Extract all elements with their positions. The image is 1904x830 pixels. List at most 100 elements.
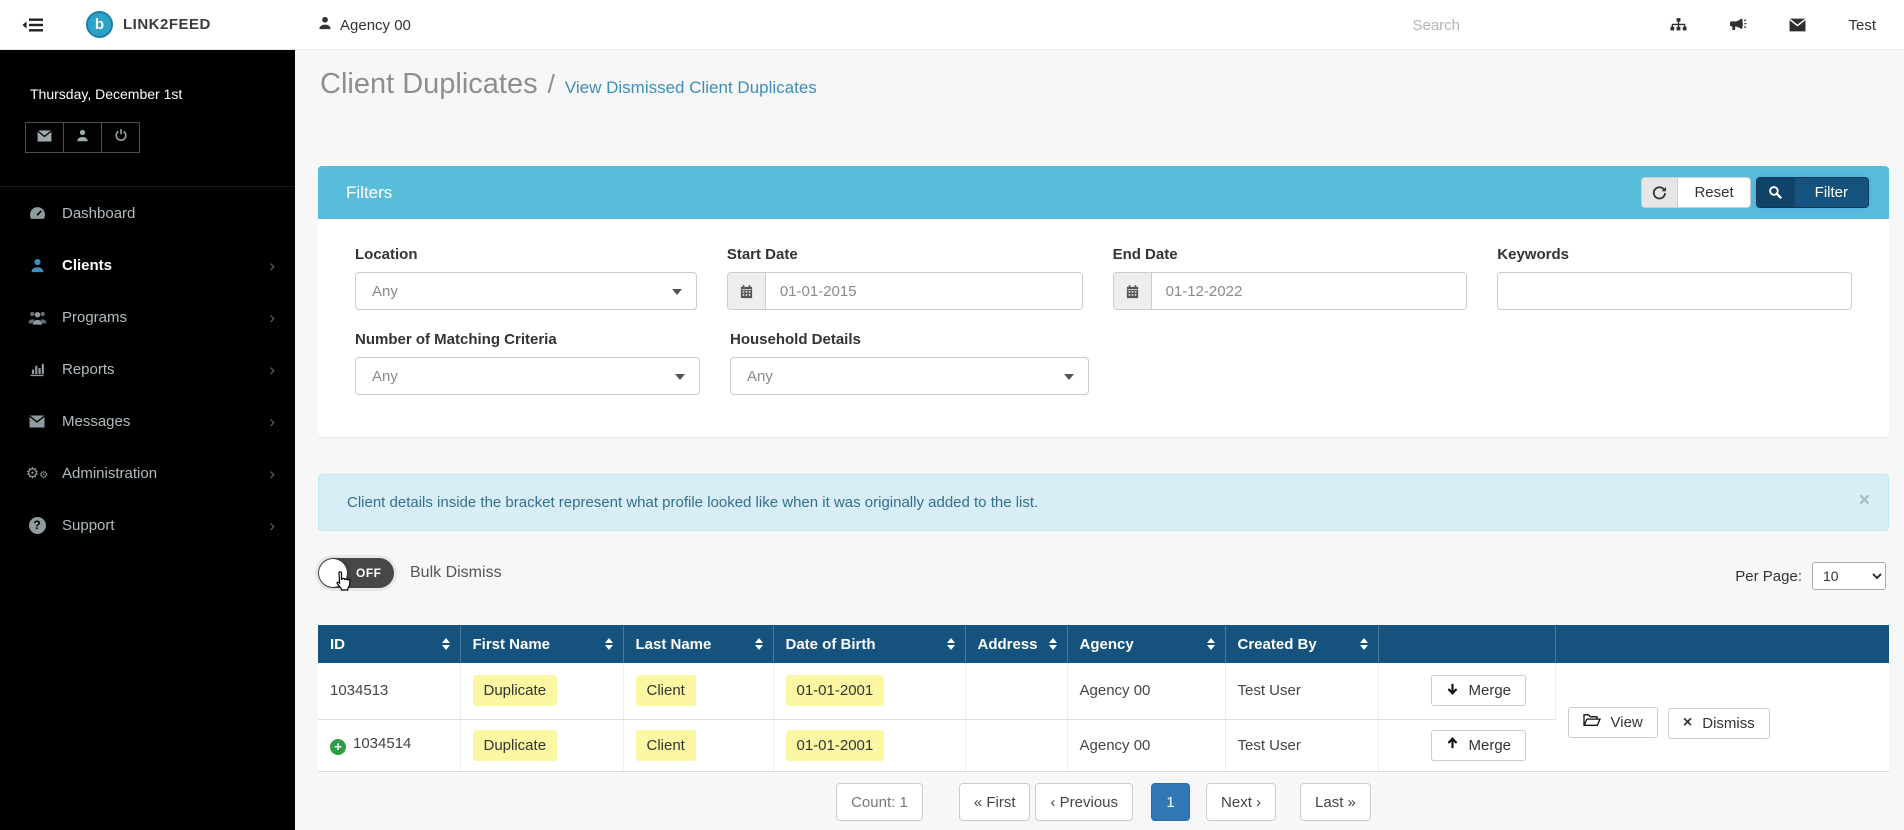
chevron-right-icon: › bbox=[269, 359, 275, 379]
chevron-right-icon: › bbox=[269, 255, 275, 275]
per-page-select[interactable]: 10 bbox=[1812, 562, 1886, 590]
alert-text: Client details inside the bracket repres… bbox=[347, 494, 1039, 511]
expand-plus-icon[interactable]: + bbox=[330, 738, 346, 755]
sort-icon bbox=[1359, 638, 1368, 650]
sidebar-item-administration[interactable]: ⚙⚙ Administration › bbox=[0, 447, 295, 499]
first-page-button[interactable]: « First bbox=[958, 783, 1031, 821]
x-icon: × bbox=[1682, 714, 1693, 732]
location-select[interactable]: Any bbox=[355, 272, 697, 310]
main-content: Client Duplicates / View Dismissed Clien… bbox=[295, 50, 1904, 830]
logout-quick-button[interactable] bbox=[101, 122, 140, 153]
sidebar-item-label: Support bbox=[62, 516, 115, 534]
start-date-label: Start Date bbox=[726, 246, 798, 263]
search-icon bbox=[1756, 178, 1795, 207]
filter-label: Filter bbox=[1794, 178, 1868, 207]
users-icon bbox=[25, 310, 49, 325]
user-menu[interactable]: Test bbox=[1848, 16, 1876, 34]
duplicates-table: ID First Name Last Name Date of Birth Ad… bbox=[318, 625, 1889, 772]
cell-id: 1034513 bbox=[318, 663, 461, 720]
folder-open-icon bbox=[1582, 713, 1601, 731]
search-input[interactable] bbox=[1412, 16, 1533, 34]
bulk-dismiss-toggle-row: OFF Bulk Dismiss bbox=[318, 558, 502, 591]
sidebar-item-messages[interactable]: Messages › bbox=[0, 395, 295, 447]
cell-agency: Agency 00 bbox=[1067, 663, 1226, 720]
matching-criteria-select[interactable]: Any bbox=[355, 357, 700, 395]
filters-panel: Filters Reset Filter Location bbox=[318, 166, 1889, 437]
matching-criteria-value: Any bbox=[372, 367, 398, 385]
sort-icon bbox=[946, 638, 955, 650]
user-icon bbox=[76, 129, 89, 147]
messages-quick-button[interactable] bbox=[25, 122, 64, 153]
merge-up-button[interactable]: Merge bbox=[1430, 729, 1527, 761]
sidebar-item-label: Dashboard bbox=[62, 204, 136, 222]
sidebar-item-clients[interactable]: Clients › bbox=[0, 239, 295, 291]
dob-highlight: 01-01-2001 bbox=[785, 729, 885, 761]
sidebar-toggle-icon[interactable] bbox=[22, 17, 45, 38]
sidebar-item-label: Administration bbox=[62, 464, 158, 482]
column-header-last-name[interactable]: Last Name bbox=[623, 625, 774, 663]
envelope-icon[interactable] bbox=[1789, 18, 1807, 32]
household-details-label: Household Details bbox=[730, 331, 861, 348]
toggle-state-label: OFF bbox=[356, 566, 382, 580]
sidebar-item-programs[interactable]: Programs › bbox=[0, 291, 295, 343]
reset-button[interactable]: Reset bbox=[1641, 177, 1751, 208]
sidebar-item-reports[interactable]: Reports › bbox=[0, 343, 295, 395]
column-header-created-by[interactable]: Created By bbox=[1225, 625, 1379, 663]
household-details-select[interactable]: Any bbox=[730, 357, 1089, 395]
column-header-date-of-birth[interactable]: Date of Birth bbox=[773, 625, 966, 663]
page-title: Client Duplicates bbox=[320, 68, 538, 100]
table-row: 1034513 Duplicate Client 01-01-2001 Agen… bbox=[318, 663, 1889, 772]
per-page-label: Per Page: bbox=[1735, 567, 1802, 585]
navbar-right: Test bbox=[1412, 0, 1876, 50]
agency-selector[interactable]: Agency 00 bbox=[318, 0, 411, 50]
last-name-highlight: Client bbox=[635, 675, 696, 707]
cell-id: 1034514 bbox=[353, 735, 412, 753]
column-header-agency[interactable]: Agency bbox=[1067, 625, 1226, 663]
first-name-highlight: Duplicate bbox=[472, 675, 558, 707]
matching-criteria-label: Number of Matching Criteria bbox=[355, 331, 557, 348]
sort-icon bbox=[754, 638, 763, 650]
sort-icon bbox=[1048, 638, 1057, 650]
last-page-button[interactable]: Last » bbox=[1300, 783, 1371, 821]
column-header-first-name[interactable]: First Name bbox=[460, 625, 624, 663]
logo-icon: b bbox=[86, 11, 113, 38]
start-date-input[interactable] bbox=[765, 273, 1082, 309]
current-page-button[interactable]: 1 bbox=[1151, 783, 1191, 821]
megaphone-icon[interactable] bbox=[1729, 17, 1747, 33]
close-icon[interactable]: × bbox=[1858, 490, 1870, 511]
user-icon bbox=[25, 258, 49, 273]
sidebar-item-label: Clients bbox=[62, 256, 113, 274]
last-name-highlight: Client bbox=[635, 729, 696, 761]
sidebar-item-label: Reports bbox=[62, 360, 115, 378]
previous-page-button[interactable]: ‹ Previous bbox=[1035, 783, 1134, 821]
keywords-input[interactable] bbox=[1497, 272, 1852, 310]
view-button[interactable]: View bbox=[1567, 706, 1658, 738]
sitemap-icon[interactable] bbox=[1670, 17, 1688, 34]
merge-down-button[interactable]: Merge bbox=[1430, 675, 1527, 707]
first-name-highlight: Duplicate bbox=[472, 729, 558, 761]
sidebar-item-dashboard[interactable]: Dashboard bbox=[0, 187, 295, 239]
column-header-id[interactable]: ID bbox=[318, 625, 461, 663]
column-header-merge bbox=[1378, 625, 1556, 663]
sidebar-item-support[interactable]: ? Support › bbox=[0, 499, 295, 551]
sidebar-date: Thursday, December 1st bbox=[30, 86, 183, 102]
dob-highlight: 01-01-2001 bbox=[785, 675, 885, 707]
chevron-right-icon: › bbox=[269, 463, 275, 483]
brand-logo[interactable]: b LINK2FEED bbox=[86, 11, 211, 38]
envelope-icon bbox=[37, 129, 52, 147]
dismiss-button[interactable]: × Dismiss bbox=[1667, 707, 1770, 739]
cell-created-by: Test User bbox=[1225, 663, 1379, 720]
view-dismissed-link[interactable]: View Dismissed Client Duplicates bbox=[564, 78, 817, 97]
profile-quick-button[interactable] bbox=[63, 122, 102, 153]
chevron-right-icon: › bbox=[269, 411, 275, 431]
end-date-input[interactable] bbox=[1151, 273, 1467, 309]
column-header-address[interactable]: Address bbox=[965, 625, 1068, 663]
sort-icon bbox=[441, 638, 450, 650]
bulk-dismiss-toggle[interactable]: OFF bbox=[318, 558, 394, 591]
sidebar: Thursday, December 1st Dashboard Clients… bbox=[0, 50, 295, 830]
filter-button[interactable]: Filter bbox=[1755, 177, 1869, 208]
sidebar-item-label: Messages bbox=[62, 412, 131, 430]
next-page-button[interactable]: Next › bbox=[1206, 783, 1277, 821]
filters-panel-header: Filters bbox=[318, 166, 1889, 219]
arrow-down-icon bbox=[1446, 682, 1459, 700]
